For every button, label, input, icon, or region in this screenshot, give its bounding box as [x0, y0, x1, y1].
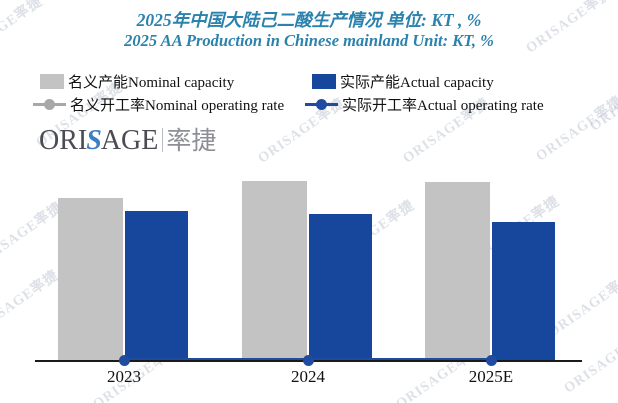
bar-actual-capacity-2025E — [492, 222, 555, 361]
nominal-rate-line-marker — [33, 99, 66, 110]
legend-item-nominal-capacity: 名义产能Nominal capacity — [40, 71, 234, 91]
actual-rate-dot-icon — [316, 99, 327, 110]
actual-operating-rate-marker-2023 — [118, 354, 130, 366]
chart-title-zh: 2025年中国大陆己二酸生产情况 单位: KT , % — [136, 10, 482, 30]
logo-text-pre: ORI — [39, 125, 88, 156]
legend-label: 名义产能Nominal capacity — [68, 75, 235, 91]
logo-s-swoosh-icon: S — [86, 125, 102, 156]
legend-label: 实际产能Actual capacity — [340, 75, 494, 91]
legend-item-nominal-operating-rate: 名义开工率Nominal operating rate — [33, 96, 303, 114]
bar-nominal-capacity-2024 — [242, 181, 307, 361]
category-label-2025E: 2025E — [468, 367, 514, 386]
category-label-2023: 2023 — [107, 367, 141, 386]
orisage-watermark: ORISAGE率捷 — [0, 199, 66, 271]
legend-label: 名义开工率Nominal operating rate — [70, 98, 285, 114]
legend-item-actual-operating-rate: 实际开工率Actual operating rate — [305, 96, 585, 114]
actual-rate-line-marker — [305, 99, 338, 110]
logo-divider — [162, 128, 164, 152]
orisage-watermark: ORISAGE率捷 — [587, 63, 618, 135]
nominal-capacity-swatch — [40, 74, 64, 89]
orisage-logo: ORISAGE 率捷 — [39, 126, 216, 156]
actual-capacity-swatch — [312, 74, 336, 89]
chart-title-en: 2025 AA Production in Chinese mainland U… — [124, 31, 494, 50]
category-label-2024: 2024 — [291, 367, 325, 386]
nominal-rate-dot-icon — [44, 99, 55, 110]
bar-actual-capacity-2024 — [309, 214, 372, 361]
bar-nominal-capacity-2025E — [425, 182, 490, 361]
logo-text-cn: 率捷 — [166, 127, 217, 155]
chart-title: 2025年中国大陆己二酸生产情况 单位: KT , % 2025 AA Prod… — [0, 9, 618, 51]
bar-nominal-capacity-2023 — [58, 198, 123, 361]
legend-label: 实际开工率Actual operating rate — [342, 98, 544, 114]
logo-text-post: AGE — [100, 125, 159, 156]
legend-item-actual-capacity: 实际产能Actual capacity — [312, 71, 494, 91]
actual-operating-rate-marker-2025E — [485, 354, 497, 366]
bar-actual-capacity-2023 — [125, 211, 188, 361]
orisage-watermark: ORISAGE率捷 — [0, 267, 62, 339]
actual-operating-rate-marker-2024 — [302, 354, 314, 366]
